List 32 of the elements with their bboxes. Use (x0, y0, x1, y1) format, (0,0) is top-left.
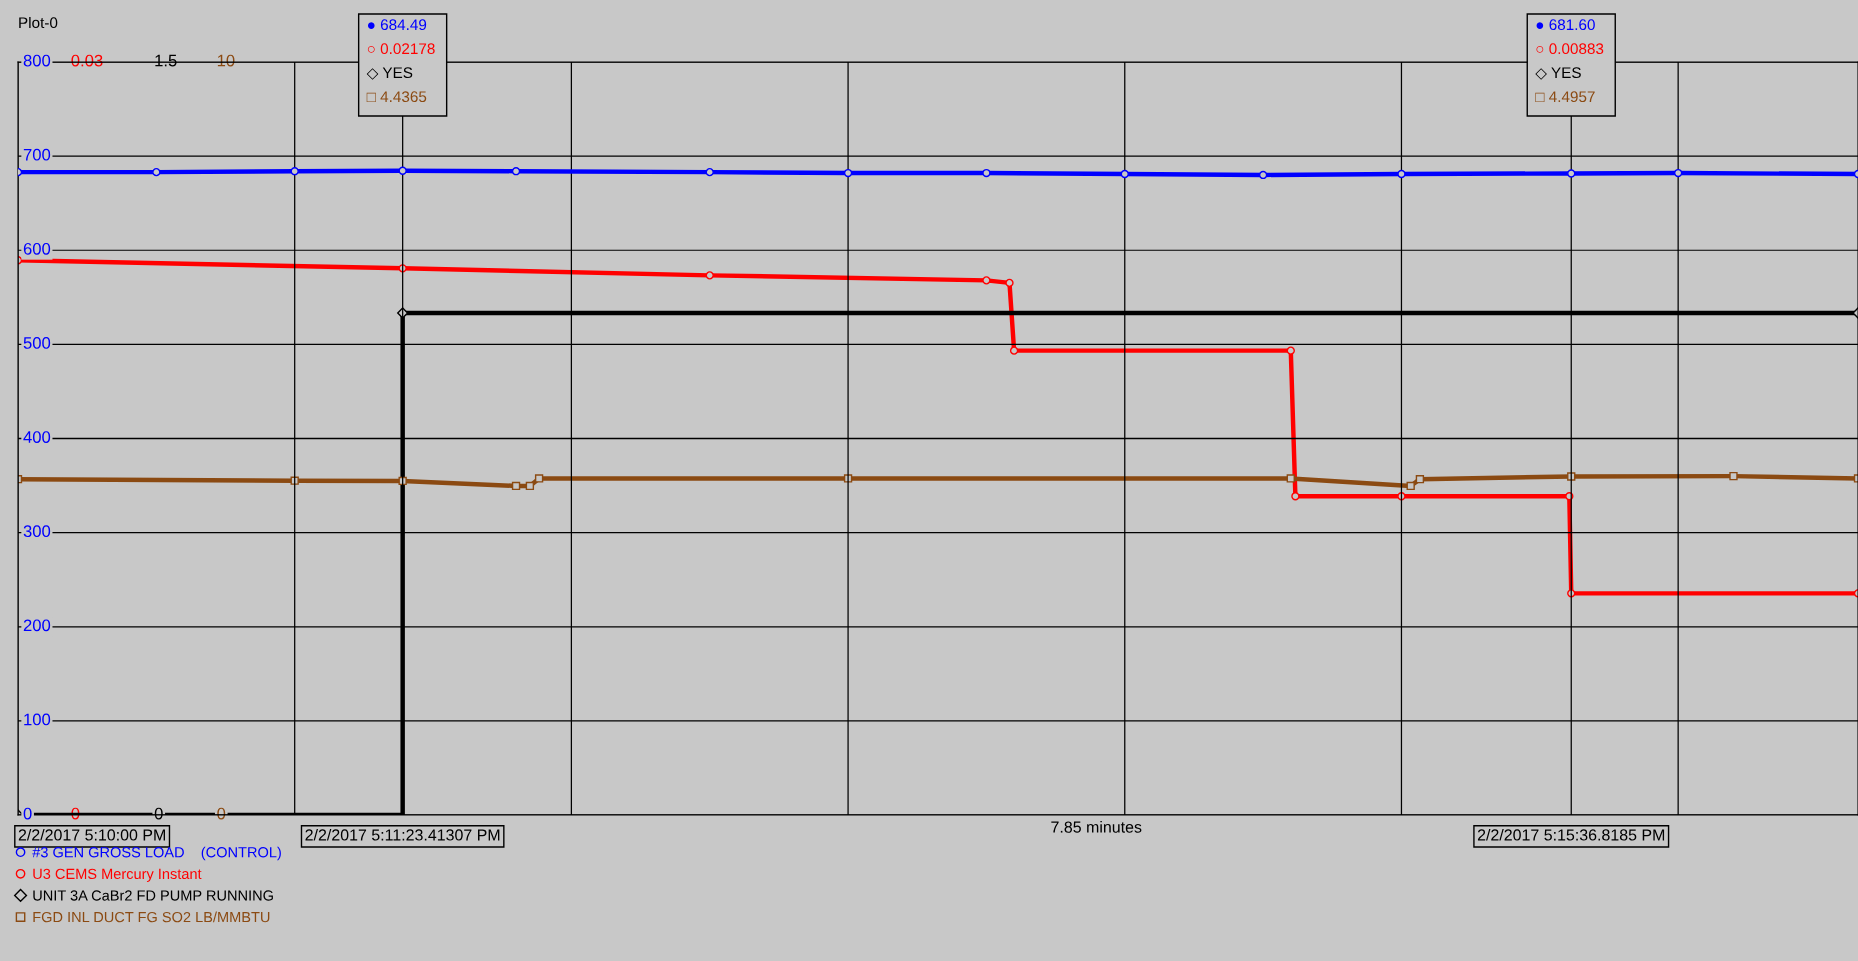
point (705, 271, 714, 280)
y-tick-label: 300 (23, 525, 51, 538)
y-tick-label: 500 (23, 337, 51, 349)
x-tick-label: 2/2/2017 5:15:36.8185 PM (1477, 828, 1665, 841)
y-tick-label: 600 (23, 242, 51, 255)
text: ● 684.49 (367, 19, 427, 31)
text: ○ 0.02178 (367, 43, 435, 55)
x-tick-label: 2/2/2017 5:11:23.41307 PM (305, 828, 500, 841)
legend-label: U3 CEMS Mercury Instant (33, 868, 202, 882)
annotation: ◇ YES (1535, 67, 1581, 80)
x-axis-title: 7.85 minutes (1051, 821, 1142, 833)
x-tick-label: 2/2/2017 5:10:00 PM (18, 828, 165, 841)
point (1009, 346, 1019, 355)
point (982, 276, 991, 285)
annotation: ◇ YES (366, 67, 413, 80)
text: ○ 0.00883 (1536, 43, 1604, 55)
point (1286, 346, 1295, 355)
legend-label: UNIT 3A CaBr2 FD PUMP RUNNING (33, 890, 273, 901)
y-tick-label: 0 (23, 807, 32, 820)
y-tick-label: 400 (23, 431, 51, 443)
point (1291, 492, 1300, 501)
annotation: □ 4.4365 (366, 91, 427, 103)
chart-title: Plot-0 (19, 16, 58, 29)
legend-label: FGD INL DUCT FG SO2 LB/MMBTU (33, 911, 270, 923)
annotation: □ 4.4957 (1535, 91, 1595, 103)
y-tick-label: 200 (23, 619, 51, 632)
legend-label: #3 GEN GROSS LOAD (CONTROL) (32, 846, 281, 861)
point (1005, 278, 1014, 288)
y-tick-label: 800 (23, 54, 51, 67)
y-tick-label: 700 (23, 148, 51, 161)
y-tick-label: 100 (24, 713, 51, 726)
text: ● 681.60 (1536, 19, 1595, 31)
